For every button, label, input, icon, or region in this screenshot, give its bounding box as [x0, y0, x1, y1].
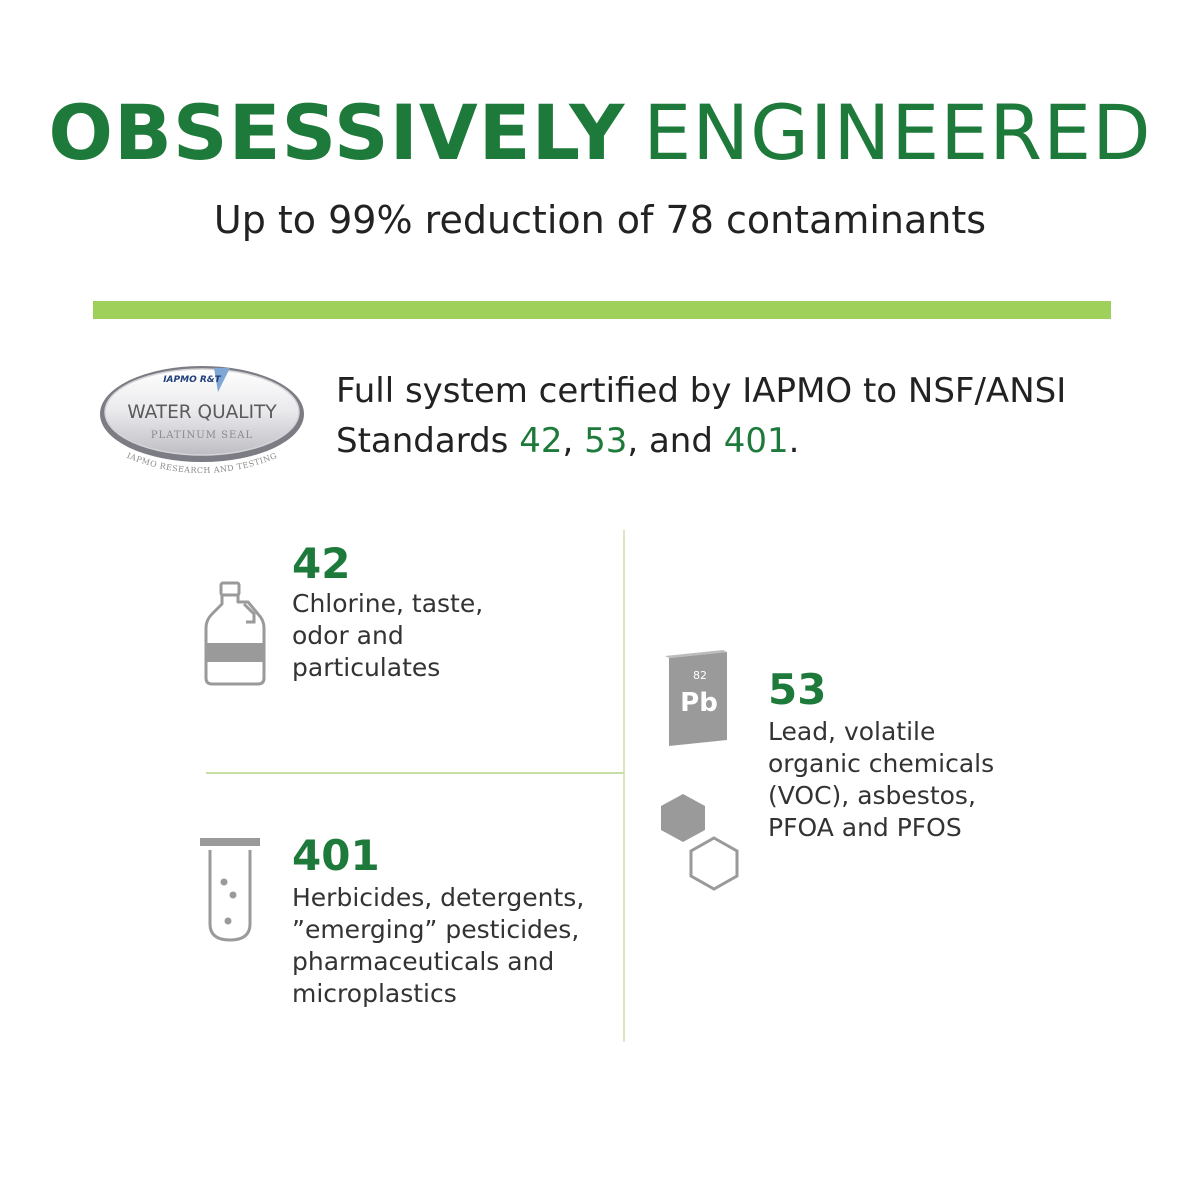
accent-bar	[93, 301, 1111, 319]
cert-std-53: 53	[584, 421, 628, 461]
cert-prefix: Standards	[336, 421, 520, 461]
test-tube-icon	[200, 838, 260, 942]
standard-53-line: Lead, volatile	[768, 717, 936, 746]
standard-401-line: pharmaceuticals and	[292, 947, 555, 976]
lead-element-icon: 82 Pb	[665, 650, 727, 746]
element-symbol: Pb	[680, 688, 718, 718]
headline-light: ENGINEERED	[643, 88, 1152, 177]
horizontal-divider	[206, 772, 624, 774]
cert-suffix: .	[788, 421, 800, 461]
standard-53-line: PFOA and PFOS	[768, 813, 962, 842]
vertical-divider	[623, 530, 625, 1042]
cert-sep-2: , and	[627, 421, 724, 461]
seal-sub-text: PLATINUM SEAL	[151, 430, 253, 441]
standard-401-line: microplastics	[292, 979, 457, 1008]
cert-std-401: 401	[723, 421, 789, 461]
cert-sep-1: ,	[562, 421, 585, 461]
subheadline: Up to 99% reduction of 78 contaminants	[213, 198, 987, 242]
drop-shape	[214, 368, 230, 392]
seal-top-text: IAPMO R&T	[163, 375, 221, 385]
element-number: 82	[693, 669, 707, 682]
jug-icon	[204, 581, 266, 686]
standard-42-description: Chlorine, taste, odor and particulates	[292, 588, 483, 684]
standard-42-line: particulates	[292, 653, 441, 682]
cert-std-42: 42	[519, 421, 563, 461]
molecule-hexagon-icon	[661, 794, 739, 891]
standard-53-number: 53	[768, 665, 827, 714]
standard-42-line: Chlorine, taste,	[292, 589, 484, 618]
standard-401-line: ”emerging” pesticides,	[292, 915, 580, 944]
standard-53-description: Lead, volatile organic chemicals (VOC), …	[768, 716, 994, 844]
iapmo-seal-logo: IAPMO R&T WATER QUALITY PLATINUM SEAL IA…	[100, 366, 304, 475]
standard-53-line: (VOC), asbestos,	[768, 781, 976, 810]
cert-line-1: Full system certified by IAPMO to NSF/AN…	[336, 371, 1067, 411]
cert-line-2: Standards 42, 53, and 401.	[336, 416, 1136, 466]
standard-401-number: 401	[292, 831, 380, 880]
standard-42-line: odor and	[292, 621, 404, 650]
standard-401-line: Herbicides, detergents,	[292, 883, 585, 912]
seal-main-text: WATER QUALITY	[127, 402, 277, 423]
headline: OBSESSIVELY ENGINEERED	[0, 88, 1200, 178]
headline-bold: OBSESSIVELY	[48, 88, 626, 177]
standard-42-number: 42	[292, 539, 351, 588]
standard-401-description: Herbicides, detergents, ”emerging” pesti…	[292, 882, 584, 1010]
certification-text: Full system certified by IAPMO to NSF/AN…	[336, 366, 1136, 466]
standard-53-line: organic chemicals	[768, 749, 995, 778]
